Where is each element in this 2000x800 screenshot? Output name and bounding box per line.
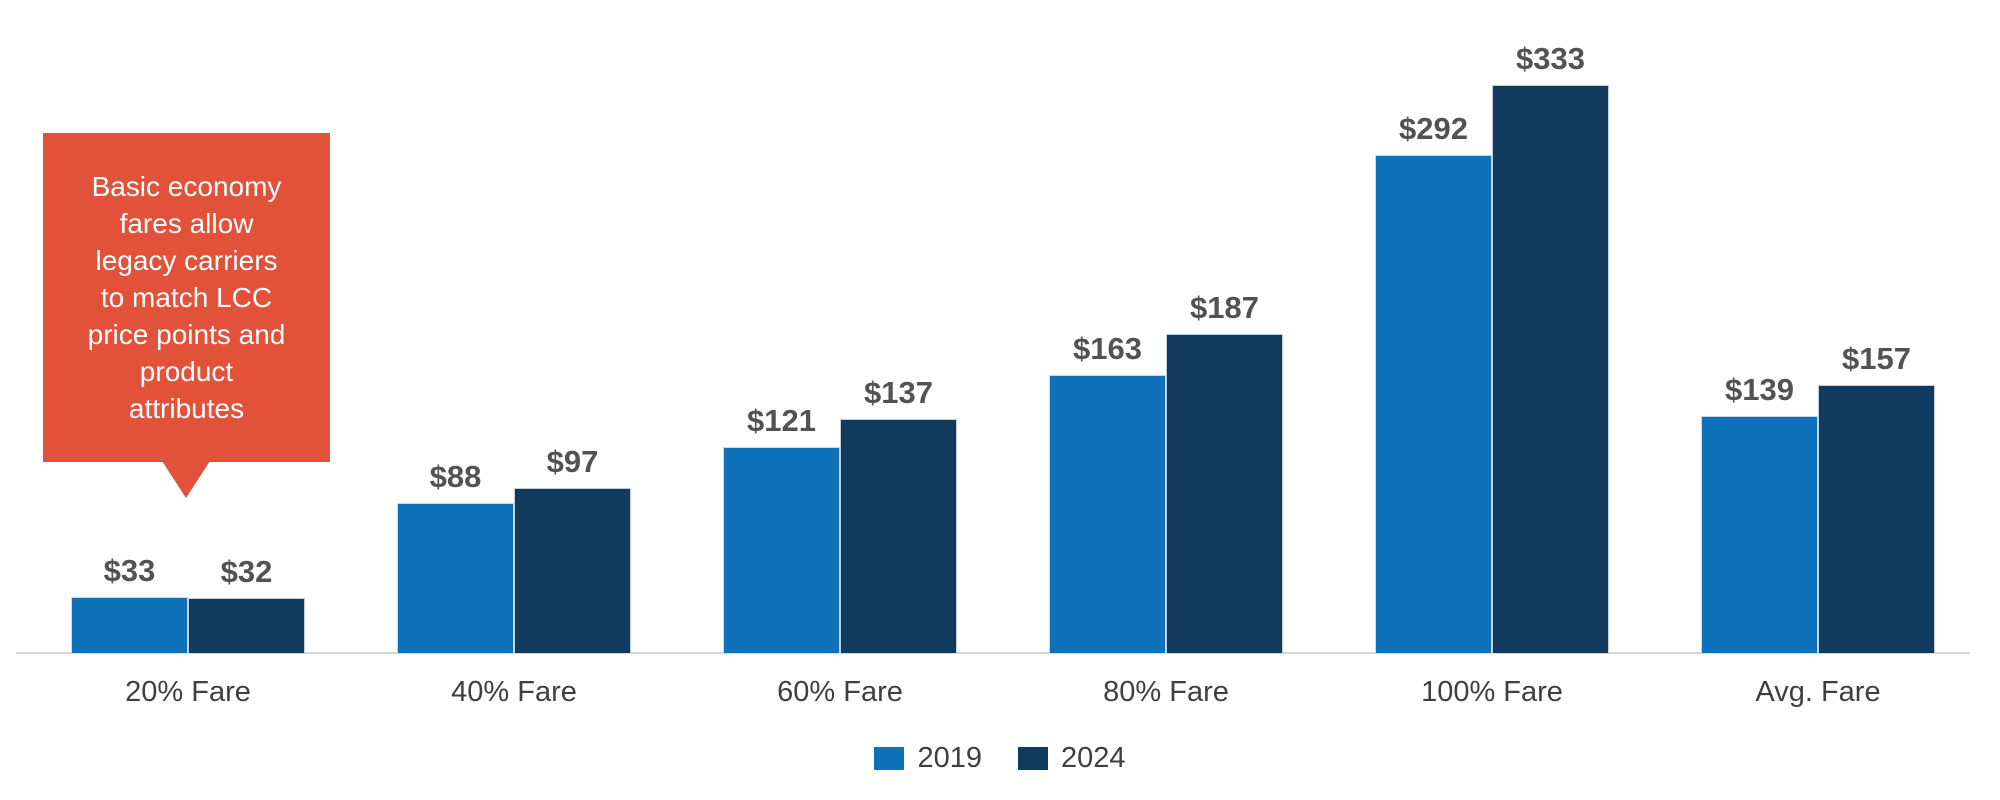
value-label-2024: $187 [1190,290,1259,325]
value-label-2019: $121 [747,403,816,438]
category-label-1: 20% Fare [125,676,251,708]
category-label-3: 60% Fare [777,676,903,708]
value-label-2019: $88 [429,459,482,494]
value-label-2019: $163 [1073,331,1142,366]
bar-group-4: $163 $187 [1049,0,1283,653]
bar-2024 [1166,334,1283,653]
category-label-4: 80% Fare [1103,676,1229,708]
value-label-2024: $97 [546,444,599,479]
legend-swatch-2019 [874,747,905,770]
bar-group-6: $139 $157 [1701,0,1935,653]
legend-item-2019: 2019 [874,744,982,773]
value-label-2024: $137 [864,375,933,410]
bar-2024 [840,419,957,653]
value-label-2024: $32 [220,554,273,589]
bar-2019 [1375,155,1492,653]
value-label-2019: $292 [1399,111,1468,146]
legend-label-2019: 2019 [917,742,982,774]
bar-2019 [71,597,188,653]
category-labels: 20% Fare 40% Fare 60% Fare 80% Fare 100% Far… [71,674,1935,710]
callout-basic-economy: Basic economy fares allow legacy carrier… [43,133,330,462]
value-label-2024: $333 [1516,41,1585,76]
bar-2024 [514,488,631,653]
callout-text: Basic economy fares allow legacy carrier… [87,171,286,424]
value-label-2019: $139 [1725,372,1794,407]
bar-group-1: $33 $32 [71,0,305,653]
bar-2024 [1492,85,1609,653]
legend-item-2024: 2024 [1018,744,1126,773]
value-label-2024: $157 [1842,341,1911,376]
bar-2024 [188,598,305,653]
callout-pointer-triangle [162,461,210,498]
category-label-5: 100% Fare [1421,676,1563,708]
bar-group-3: $121 $137 [723,0,957,653]
legend: 2019 2024 [0,744,2000,773]
plot-area: $33 $32 $88 $97 $121 $137 $163 $187 $292 $333 $139… [71,0,1935,653]
bar-group-2: $88 $97 [397,0,631,653]
bar-group-5: $292 $333 [1375,0,1609,653]
value-label-2019: $33 [103,553,156,588]
bar-2024 [1818,385,1935,653]
bar-2019 [1701,416,1818,653]
bar-2019 [1049,375,1166,653]
legend-label-2024: 2024 [1061,742,1126,774]
legend-swatch-2024 [1018,747,1048,770]
bar-2019 [397,503,514,653]
category-label-2: 40% Fare [451,676,577,708]
bar-2019 [723,447,840,653]
x-axis-line [16,652,1970,654]
category-label-6: Avg. Fare [1755,676,1881,708]
